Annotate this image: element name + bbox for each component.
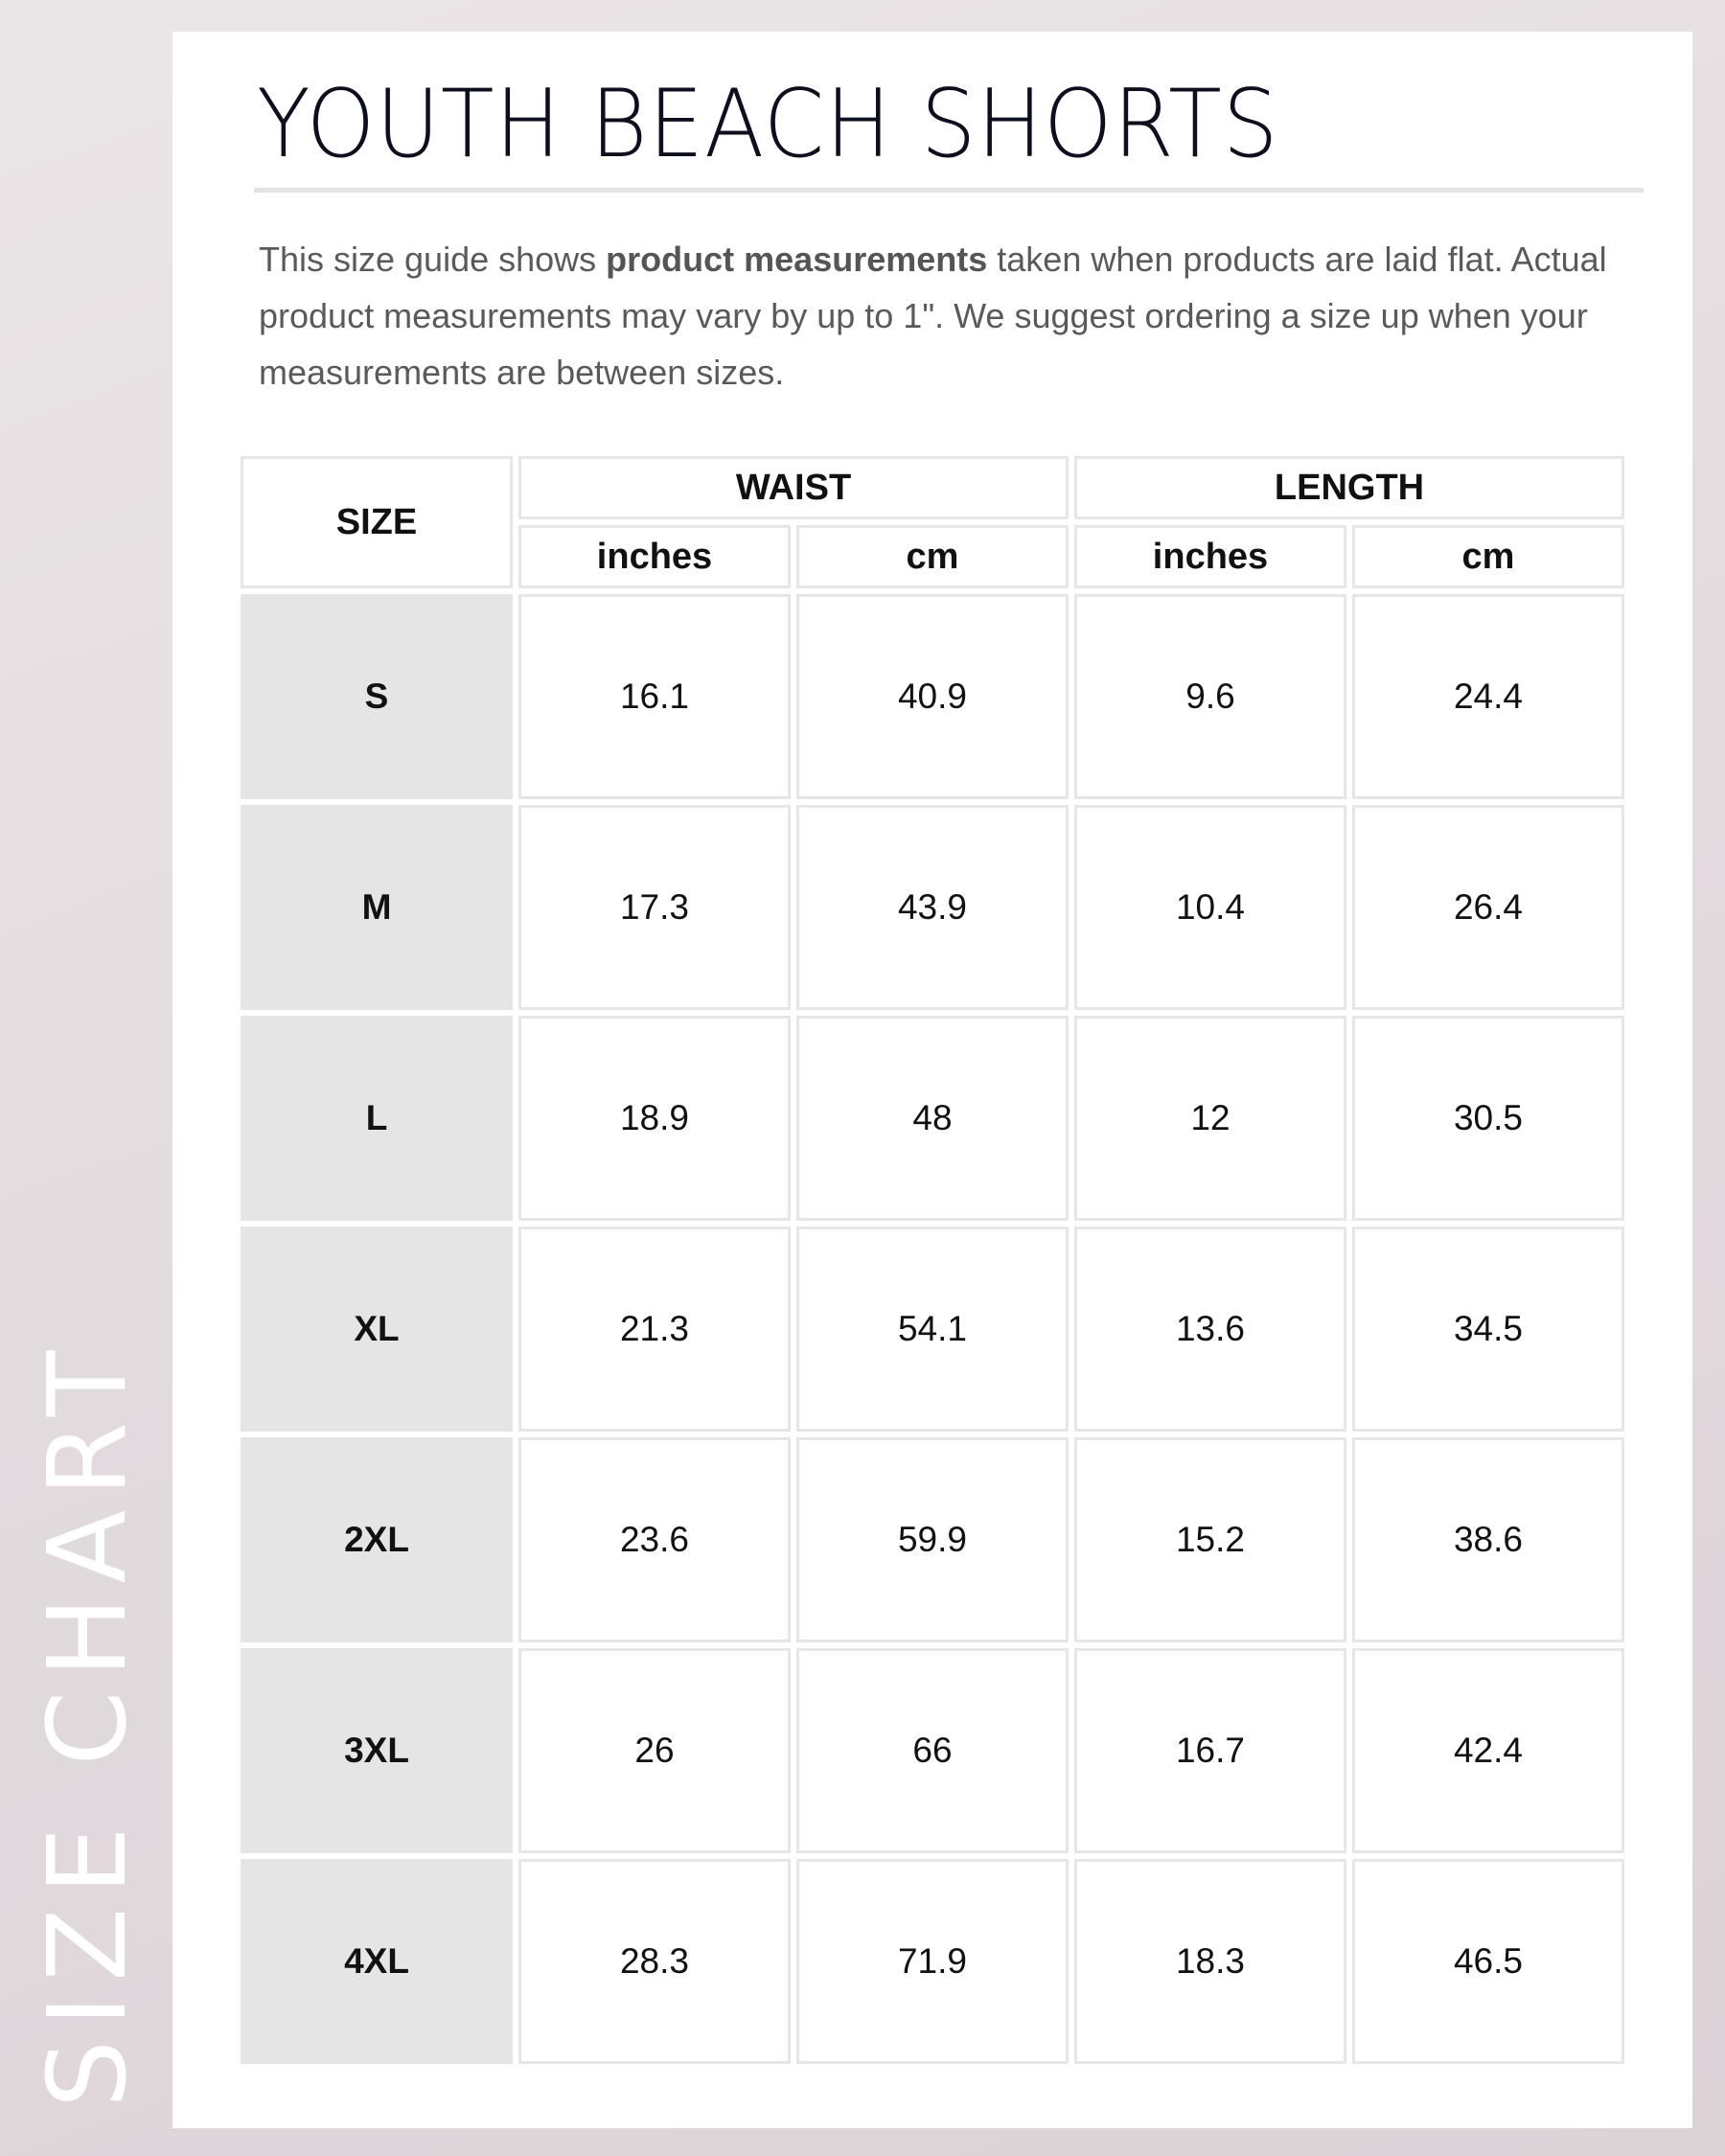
table-cell: 30.5 <box>1352 1016 1624 1221</box>
table-cell: 66 <box>796 1648 1069 1853</box>
size-cell: M <box>241 805 513 1010</box>
table-cell: 23.6 <box>518 1437 791 1642</box>
table-cell: 18.9 <box>518 1016 791 1221</box>
table-cell: 9.6 <box>1074 594 1346 799</box>
description-text: This size guide shows <box>259 240 607 279</box>
size-cell: XL <box>241 1227 513 1432</box>
table-cell: 17.3 <box>518 805 791 1010</box>
table-cell: 42.4 <box>1352 1648 1624 1853</box>
header-unit: inches <box>518 525 791 588</box>
size-cell: S <box>241 594 513 799</box>
description-bold: product measurements <box>606 240 988 279</box>
table-cell: 10.4 <box>1074 805 1346 1010</box>
description: This size guide shows product measuremen… <box>259 231 1658 401</box>
size-cell: 3XL <box>241 1648 513 1853</box>
table-cell: 71.9 <box>796 1859 1069 2064</box>
table-cell: 16.7 <box>1074 1648 1346 1853</box>
table-cell: 26.4 <box>1352 805 1624 1010</box>
table-cell: 21.3 <box>518 1227 791 1432</box>
table-cell: 26 <box>518 1648 791 1853</box>
table-cell: 24.4 <box>1352 594 1624 799</box>
title-divider <box>254 188 1644 193</box>
header-waist: WAIST <box>518 456 1069 519</box>
table-cell: 54.1 <box>796 1227 1069 1432</box>
table-cell: 18.3 <box>1074 1859 1346 2064</box>
side-label: SIZE CHART <box>26 1337 150 2108</box>
table-cell: 28.3 <box>518 1859 791 2064</box>
page-title: YOUTH BEACH SHORTS <box>257 70 1279 179</box>
header-unit: cm <box>796 525 1069 588</box>
table-cell: 34.5 <box>1352 1227 1624 1432</box>
size-cell: L <box>241 1016 513 1221</box>
table-cell: 12 <box>1074 1016 1346 1221</box>
header-unit: inches <box>1074 525 1346 588</box>
table-cell: 43.9 <box>796 805 1069 1010</box>
header-length: LENGTH <box>1074 456 1624 519</box>
table-cell: 40.9 <box>796 594 1069 799</box>
table-cell: 13.6 <box>1074 1227 1346 1432</box>
size-chart-card: YOUTH BEACH SHORTS This size guide shows… <box>172 32 1692 2128</box>
table-cell: 46.5 <box>1352 1859 1624 2064</box>
table-cell: 59.9 <box>796 1437 1069 1642</box>
table-cell: 15.2 <box>1074 1437 1346 1642</box>
header-size: SIZE <box>241 456 513 588</box>
description-text: taken when products are laid flat. Actua… <box>259 240 1607 392</box>
size-cell: 4XL <box>241 1859 513 2064</box>
table-cell: 48 <box>796 1016 1069 1221</box>
table-cell: 16.1 <box>518 594 791 799</box>
size-cell: 2XL <box>241 1437 513 1642</box>
table-cell: 38.6 <box>1352 1437 1624 1642</box>
header-unit: cm <box>1352 525 1624 588</box>
